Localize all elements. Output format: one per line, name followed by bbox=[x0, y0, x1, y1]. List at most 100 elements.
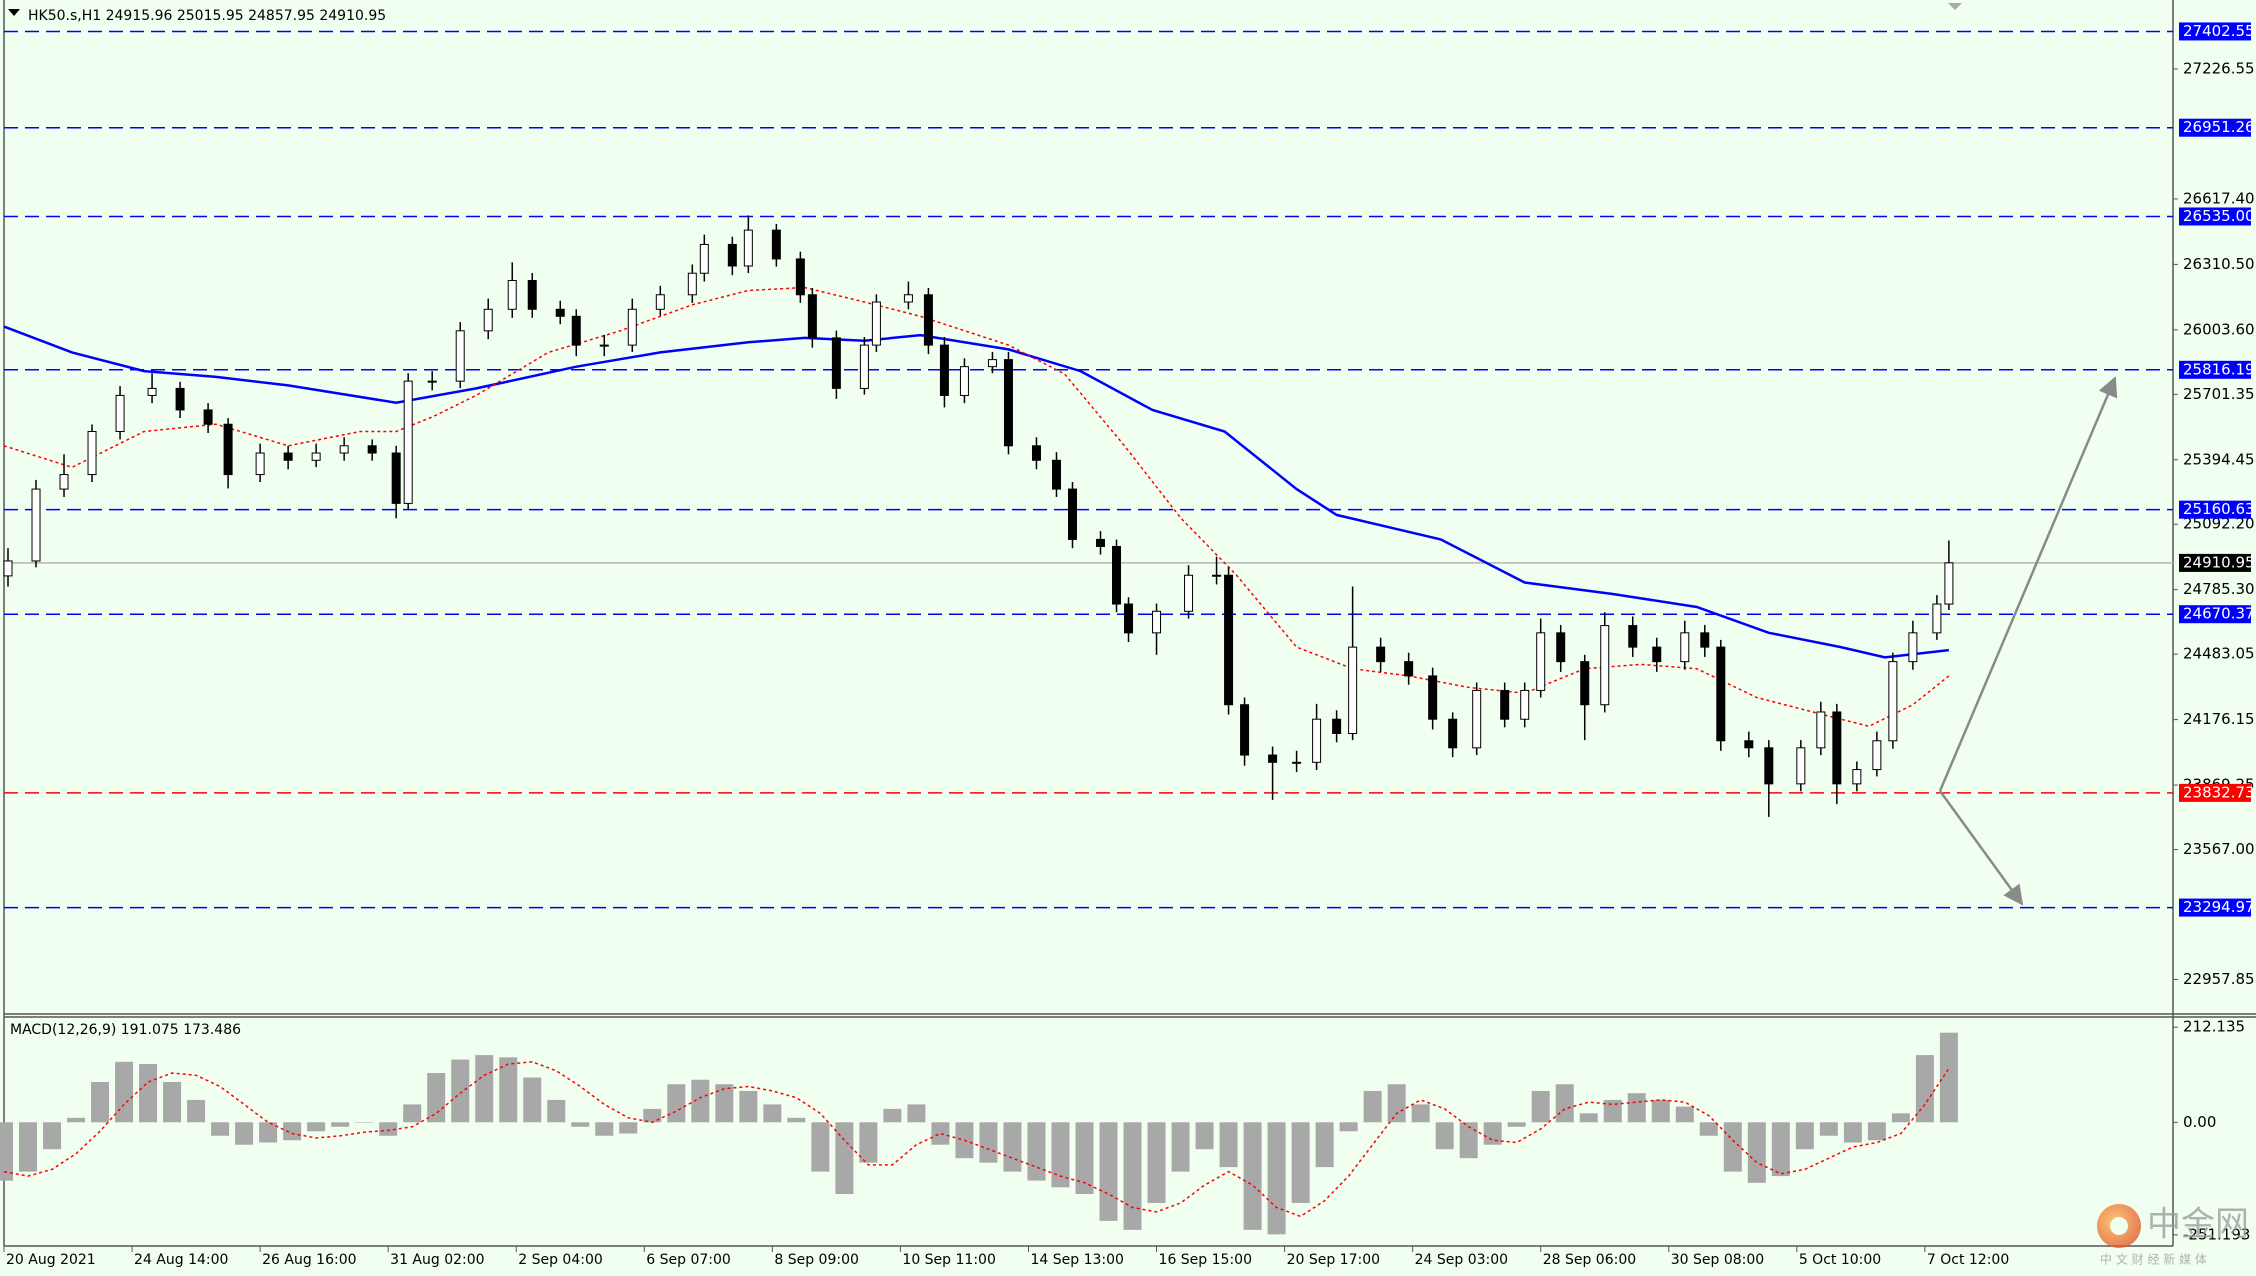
candle-body bbox=[1520, 689, 1530, 720]
candle-body bbox=[1872, 740, 1882, 771]
candle-body bbox=[175, 387, 185, 411]
watermark-logo-inner bbox=[2110, 1217, 2128, 1235]
x-tick-label: 28 Sep 06:00 bbox=[1543, 1252, 1636, 1268]
macd-bar bbox=[115, 1061, 134, 1123]
level-box bbox=[2179, 605, 2251, 624]
level-box bbox=[2179, 118, 2251, 137]
x-tick-label: 26 Aug 16:00 bbox=[262, 1252, 356, 1268]
candle-body bbox=[1112, 545, 1122, 605]
candle-body bbox=[1888, 661, 1898, 742]
level-box bbox=[2179, 360, 2251, 379]
macd-bar bbox=[451, 1059, 470, 1123]
x-tick-label: 16 Sep 15:00 bbox=[1159, 1252, 1252, 1268]
x-tick-label: 31 Aug 02:00 bbox=[390, 1252, 484, 1268]
macd-bar bbox=[931, 1122, 950, 1145]
macd-bar bbox=[307, 1122, 326, 1132]
macd-bar bbox=[979, 1122, 998, 1163]
candle-body bbox=[771, 229, 781, 260]
shift-marker bbox=[1948, 3, 1962, 10]
macd-bar bbox=[595, 1122, 614, 1136]
macd-bar bbox=[1171, 1122, 1190, 1172]
candle-body bbox=[403, 380, 413, 504]
current-price-label: 24910.95 bbox=[2183, 553, 2255, 571]
candle-body bbox=[1124, 603, 1134, 634]
macd-bar bbox=[379, 1122, 398, 1136]
candle-body bbox=[627, 308, 637, 346]
macd-bar bbox=[1891, 1113, 1910, 1123]
candle-body bbox=[1348, 646, 1358, 735]
macd-bar bbox=[571, 1122, 590, 1127]
candle-body bbox=[727, 243, 737, 267]
macd-bar bbox=[0, 1122, 13, 1181]
x-tick-label: 20 Sep 17:00 bbox=[1287, 1252, 1380, 1268]
macd-bar bbox=[1099, 1122, 1118, 1221]
y-tick-label: 26003.60 bbox=[2183, 320, 2255, 338]
macd-bar bbox=[163, 1081, 182, 1123]
candle-body bbox=[1031, 445, 1041, 461]
candle-body bbox=[1428, 675, 1438, 720]
y-tick-label: 26310.50 bbox=[2183, 255, 2255, 273]
trend-arrows bbox=[1938, 376, 2118, 906]
macd-bar bbox=[1771, 1122, 1790, 1177]
candle-body bbox=[507, 279, 517, 310]
macd-bar bbox=[1843, 1122, 1862, 1143]
candle-body bbox=[1003, 359, 1013, 447]
candle-body bbox=[455, 330, 465, 382]
macd-bar bbox=[403, 1104, 422, 1123]
y-tick-label: 24483.05 bbox=[2183, 645, 2255, 663]
macd-bar bbox=[283, 1122, 302, 1141]
macd-bar bbox=[1243, 1122, 1262, 1230]
chart-title: HK50.s,H1 24915.96 25015.95 24857.95 249… bbox=[28, 8, 386, 24]
y-tick-label: 24785.30 bbox=[2183, 580, 2255, 598]
macd-bar bbox=[1747, 1122, 1766, 1183]
candle-body bbox=[283, 452, 293, 461]
level-box bbox=[2179, 783, 2251, 802]
level-label: 25816.19 bbox=[2183, 360, 2255, 378]
x-tick-label: 7 Oct 12:00 bbox=[1927, 1252, 2009, 1268]
macd-bar bbox=[1147, 1122, 1166, 1203]
candle-body bbox=[687, 272, 697, 296]
candle-body bbox=[1184, 574, 1194, 612]
candle-body bbox=[1096, 538, 1106, 547]
x-tick-label: 14 Sep 13:00 bbox=[1030, 1252, 1123, 1268]
x-tick-label: 10 Sep 11:00 bbox=[902, 1252, 995, 1268]
macd-bar bbox=[43, 1122, 62, 1150]
x-tick-label: 2 Sep 04:00 bbox=[518, 1252, 603, 1268]
macd-bar bbox=[1603, 1099, 1622, 1123]
macd-bar bbox=[1123, 1122, 1142, 1230]
macd-bar bbox=[907, 1104, 926, 1123]
macd-bar bbox=[427, 1073, 446, 1123]
current-price-box bbox=[2179, 553, 2251, 572]
macd-bar bbox=[739, 1090, 758, 1123]
macd-bar bbox=[1195, 1122, 1214, 1150]
y-tick-label: 212.135 bbox=[2183, 1018, 2245, 1036]
macd-bar bbox=[1939, 1032, 1958, 1123]
candle-body bbox=[311, 452, 321, 461]
macd-bar bbox=[1651, 1099, 1670, 1123]
candle-body bbox=[1268, 754, 1278, 763]
macd-bar bbox=[259, 1122, 278, 1143]
macd-bar bbox=[475, 1055, 494, 1123]
macd-bar bbox=[1003, 1122, 1022, 1172]
level-box bbox=[2179, 500, 2251, 519]
candle-body bbox=[923, 294, 933, 346]
x-tick-label: 30 Sep 08:00 bbox=[1671, 1252, 1764, 1268]
candle-body bbox=[699, 243, 709, 274]
candle-body bbox=[959, 366, 969, 396]
candle-body bbox=[903, 294, 913, 303]
candle-body bbox=[1680, 632, 1690, 663]
y-tick-label: 22957.85 bbox=[2183, 970, 2255, 988]
macd-title: MACD(12,26,9) 191.075 173.486 bbox=[10, 1022, 241, 1038]
candle-body bbox=[1852, 769, 1862, 785]
macd-bar bbox=[1507, 1122, 1526, 1127]
macd-bar bbox=[211, 1122, 230, 1136]
macd-bar bbox=[1699, 1122, 1718, 1136]
candle-body bbox=[655, 294, 665, 310]
level-label: 26951.26 bbox=[2183, 118, 2255, 136]
candle-body bbox=[427, 380, 437, 383]
macd-bar bbox=[1363, 1090, 1382, 1123]
macd-bar bbox=[1051, 1122, 1070, 1188]
macd-bar bbox=[1267, 1122, 1286, 1235]
candle-body bbox=[1700, 632, 1710, 648]
